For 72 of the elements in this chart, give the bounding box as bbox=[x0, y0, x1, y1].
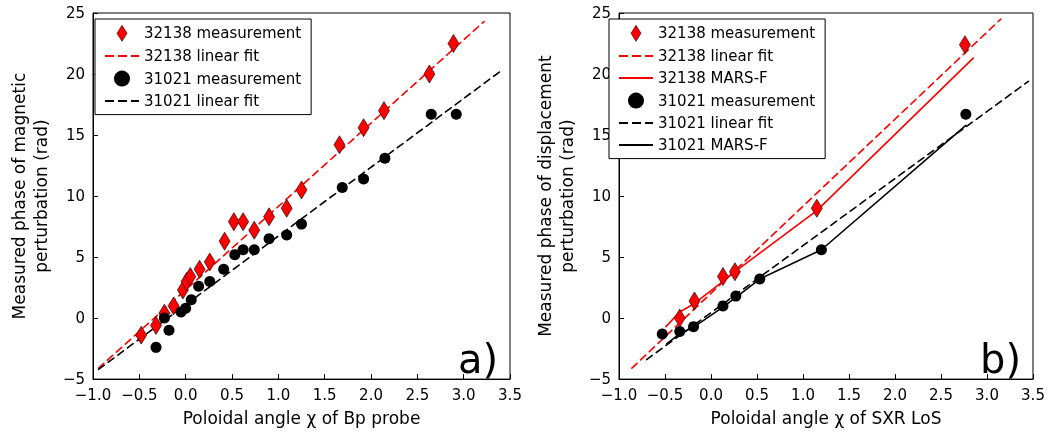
y-tick-label: 0 bbox=[601, 309, 612, 328]
point bbox=[296, 218, 308, 230]
x-tick-label: 2.5 bbox=[405, 385, 430, 404]
y-tick-label: 15 bbox=[591, 126, 612, 145]
y-axis-title: Measured phase of displacement perturbation (rad) bbox=[535, 54, 577, 337]
legend-label: 31021 measurement bbox=[658, 91, 816, 110]
annotation: b) bbox=[980, 336, 1021, 382]
point bbox=[656, 328, 668, 340]
annotation: a) bbox=[457, 336, 499, 382]
point bbox=[204, 275, 216, 287]
legend-label: 32138 linear fit bbox=[144, 47, 260, 66]
x-tick-label: 1.0 bbox=[266, 385, 291, 404]
x-tick-label: 0.5 bbox=[220, 385, 244, 404]
point bbox=[158, 312, 170, 324]
y-tick-label: 25 bbox=[65, 4, 86, 22]
y-tick-label: 5 bbox=[601, 248, 612, 267]
point bbox=[754, 273, 766, 285]
point bbox=[730, 290, 742, 302]
point bbox=[358, 173, 370, 185]
x-tick-label: 1.5 bbox=[312, 385, 337, 404]
y-tick-label: 10 bbox=[591, 187, 612, 206]
x-tick-label: 2.5 bbox=[929, 385, 953, 404]
point bbox=[336, 182, 348, 193]
point bbox=[960, 108, 972, 120]
point bbox=[150, 341, 162, 353]
point bbox=[674, 326, 686, 337]
point bbox=[263, 233, 275, 245]
legend-label: 32138 MARS-F bbox=[658, 69, 768, 88]
x-tick-label: 1.5 bbox=[837, 385, 861, 404]
x-axis-title: Poloidal angle χ of Bp probe bbox=[182, 408, 421, 428]
x-tick-label: 2.0 bbox=[359, 385, 383, 404]
x-tick-label: 3.0 bbox=[451, 385, 476, 404]
point bbox=[180, 302, 192, 314]
legend-label: 31021 measurement bbox=[144, 69, 302, 88]
legend-label: 32138 measurement bbox=[658, 24, 816, 43]
y-tick-label: 15 bbox=[65, 126, 86, 145]
y-tick-label: 25 bbox=[591, 4, 612, 22]
point bbox=[815, 244, 827, 256]
x-tick-label: −0.5 bbox=[646, 385, 684, 404]
x-tick-label: 2.0 bbox=[883, 385, 907, 404]
point bbox=[379, 152, 391, 164]
point bbox=[248, 244, 260, 256]
x-tick-label: 0.0 bbox=[173, 385, 198, 404]
y-tick-label: 10 bbox=[65, 187, 86, 206]
point bbox=[688, 321, 700, 333]
x-axis-title: Poloidal angle χ of SXR LoS bbox=[710, 408, 942, 428]
x-tick-label: 0.0 bbox=[699, 385, 723, 404]
legend-label: 31021 linear fit bbox=[658, 114, 774, 133]
x-tick-label: −0.5 bbox=[121, 385, 158, 404]
x-tick-label: 1.0 bbox=[791, 385, 815, 404]
legend-label: 32138 linear fit bbox=[658, 47, 774, 66]
point bbox=[163, 324, 175, 336]
point bbox=[218, 263, 230, 275]
legend-label: 31021 MARS-F bbox=[658, 136, 768, 155]
point bbox=[185, 294, 197, 306]
x-tick-label: 3.0 bbox=[975, 385, 999, 404]
x-tick-label: 3.5 bbox=[498, 385, 522, 404]
point bbox=[229, 249, 241, 261]
point bbox=[281, 229, 293, 241]
y-tick-label: 20 bbox=[65, 65, 86, 84]
y-tick-label: 5 bbox=[75, 248, 86, 267]
y-tick-label: 0 bbox=[75, 309, 86, 328]
legend-label: 31021 linear fit bbox=[144, 92, 260, 111]
point bbox=[717, 300, 729, 312]
y-axis-title: Measured phase of magnetic perturbation (rad) bbox=[9, 72, 51, 320]
point bbox=[193, 280, 205, 292]
point bbox=[450, 108, 462, 120]
x-tick-label: 3.5 bbox=[1021, 385, 1045, 404]
legend-label: 32138 measurement bbox=[144, 24, 302, 43]
x-tick-label: 0.5 bbox=[745, 385, 769, 404]
point bbox=[425, 108, 437, 120]
point bbox=[237, 244, 249, 256]
